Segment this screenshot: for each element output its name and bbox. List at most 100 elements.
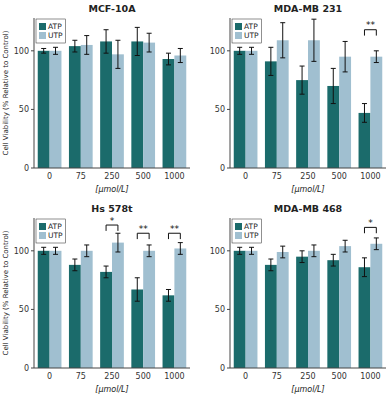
error-line [251, 47, 252, 54]
error-cap [135, 301, 140, 302]
bar [246, 251, 258, 368]
error-cap [374, 50, 379, 51]
x-tick-label: 1000 [360, 372, 380, 381]
error-bar [178, 243, 183, 255]
bar [234, 51, 246, 168]
legend-frame [36, 219, 66, 243]
error-cap [84, 256, 89, 257]
x-axis-label: [μmol/L] [291, 185, 324, 194]
legend-swatch [39, 232, 46, 239]
bar [277, 40, 289, 168]
x-tick-label: 250 [104, 372, 119, 381]
error-cap [147, 51, 152, 52]
error-cap [237, 254, 242, 255]
error-cap [84, 244, 89, 245]
error-cap [237, 54, 242, 55]
error-cap [178, 242, 183, 243]
bar [50, 51, 62, 168]
x-tick-label: 75 [76, 372, 86, 381]
error-line [376, 238, 377, 250]
bar [81, 45, 93, 168]
legend-swatch [39, 23, 46, 30]
error-bar [300, 251, 305, 263]
x-axis-line [34, 368, 190, 369]
bar [100, 272, 112, 368]
y-tick-label: 50 [215, 105, 225, 114]
figure: MCF-10A0501000752505001000[μmol/L]Cell V… [0, 0, 392, 400]
y-tick [227, 368, 230, 369]
error-line [302, 66, 303, 94]
legend-label: ATP [244, 222, 258, 231]
error-cap [41, 254, 46, 255]
legend-label: UTP [48, 231, 63, 240]
error-line [74, 40, 75, 52]
error-bar [178, 48, 183, 62]
legend-swatch [235, 232, 242, 239]
error-cap [362, 276, 367, 277]
error-cap [249, 47, 254, 48]
x-tick-label: 500 [136, 172, 151, 181]
error-bar [237, 247, 242, 254]
error-line [239, 247, 240, 254]
legend-label: UTP [244, 231, 259, 240]
bar [339, 57, 351, 168]
bar [246, 51, 258, 168]
legend-frame [36, 19, 66, 43]
error-bar [249, 247, 254, 254]
error-bar [41, 247, 46, 254]
y-axis-line [230, 18, 231, 168]
bar [370, 57, 382, 168]
error-bar [374, 51, 379, 63]
x-tick-label: 75 [272, 372, 282, 381]
error-bar [280, 246, 285, 258]
bar [38, 251, 50, 368]
x-tick-label: 1000 [164, 172, 184, 181]
error-line [302, 251, 303, 263]
error-cap [147, 256, 152, 257]
bar [234, 251, 246, 368]
error-cap [53, 247, 58, 248]
x-axis-label: [μmol/L] [95, 185, 128, 194]
error-line [43, 48, 44, 53]
error-line [239, 47, 240, 54]
bar [112, 243, 124, 368]
legend-frame [232, 219, 262, 243]
error-cap [300, 262, 305, 263]
error-cap [115, 40, 120, 41]
bar [327, 260, 339, 368]
error-line [74, 259, 75, 271]
legend: ATPUTP [36, 219, 66, 243]
error-cap [268, 47, 273, 48]
significance-bracket [364, 227, 376, 233]
error-bar [237, 47, 242, 54]
bar [163, 295, 175, 368]
error-line [168, 289, 169, 301]
y-tick [227, 168, 230, 169]
legend: ATPUTP [36, 19, 66, 43]
error-cap [135, 27, 140, 28]
error-cap [166, 64, 171, 65]
x-axis-label: [μmol/L] [95, 385, 128, 394]
legend: ATPUTP [232, 19, 262, 43]
error-line [313, 19, 314, 61]
x-tick-label: 0 [47, 372, 52, 381]
error-bar [53, 247, 58, 254]
y-tick [227, 250, 230, 251]
error-line [313, 245, 314, 257]
panel: MDA-MB 2310501000752505001000[μmol/L]**A… [210, 3, 386, 194]
x-tick-label: 250 [104, 172, 119, 181]
y-tick-label: 50 [19, 305, 29, 314]
error-cap [104, 29, 109, 30]
error-bar [331, 68, 336, 103]
x-tick-label: 500 [332, 172, 347, 181]
bar [265, 265, 277, 368]
error-bar [115, 233, 120, 252]
error-cap [237, 247, 242, 248]
bar [131, 41, 143, 168]
error-line [333, 254, 334, 266]
y-tick [227, 50, 230, 51]
significance-label: ** [170, 224, 180, 234]
bar [69, 265, 81, 368]
x-axis-line [230, 368, 386, 369]
x-tick-label: 250 [300, 372, 315, 381]
